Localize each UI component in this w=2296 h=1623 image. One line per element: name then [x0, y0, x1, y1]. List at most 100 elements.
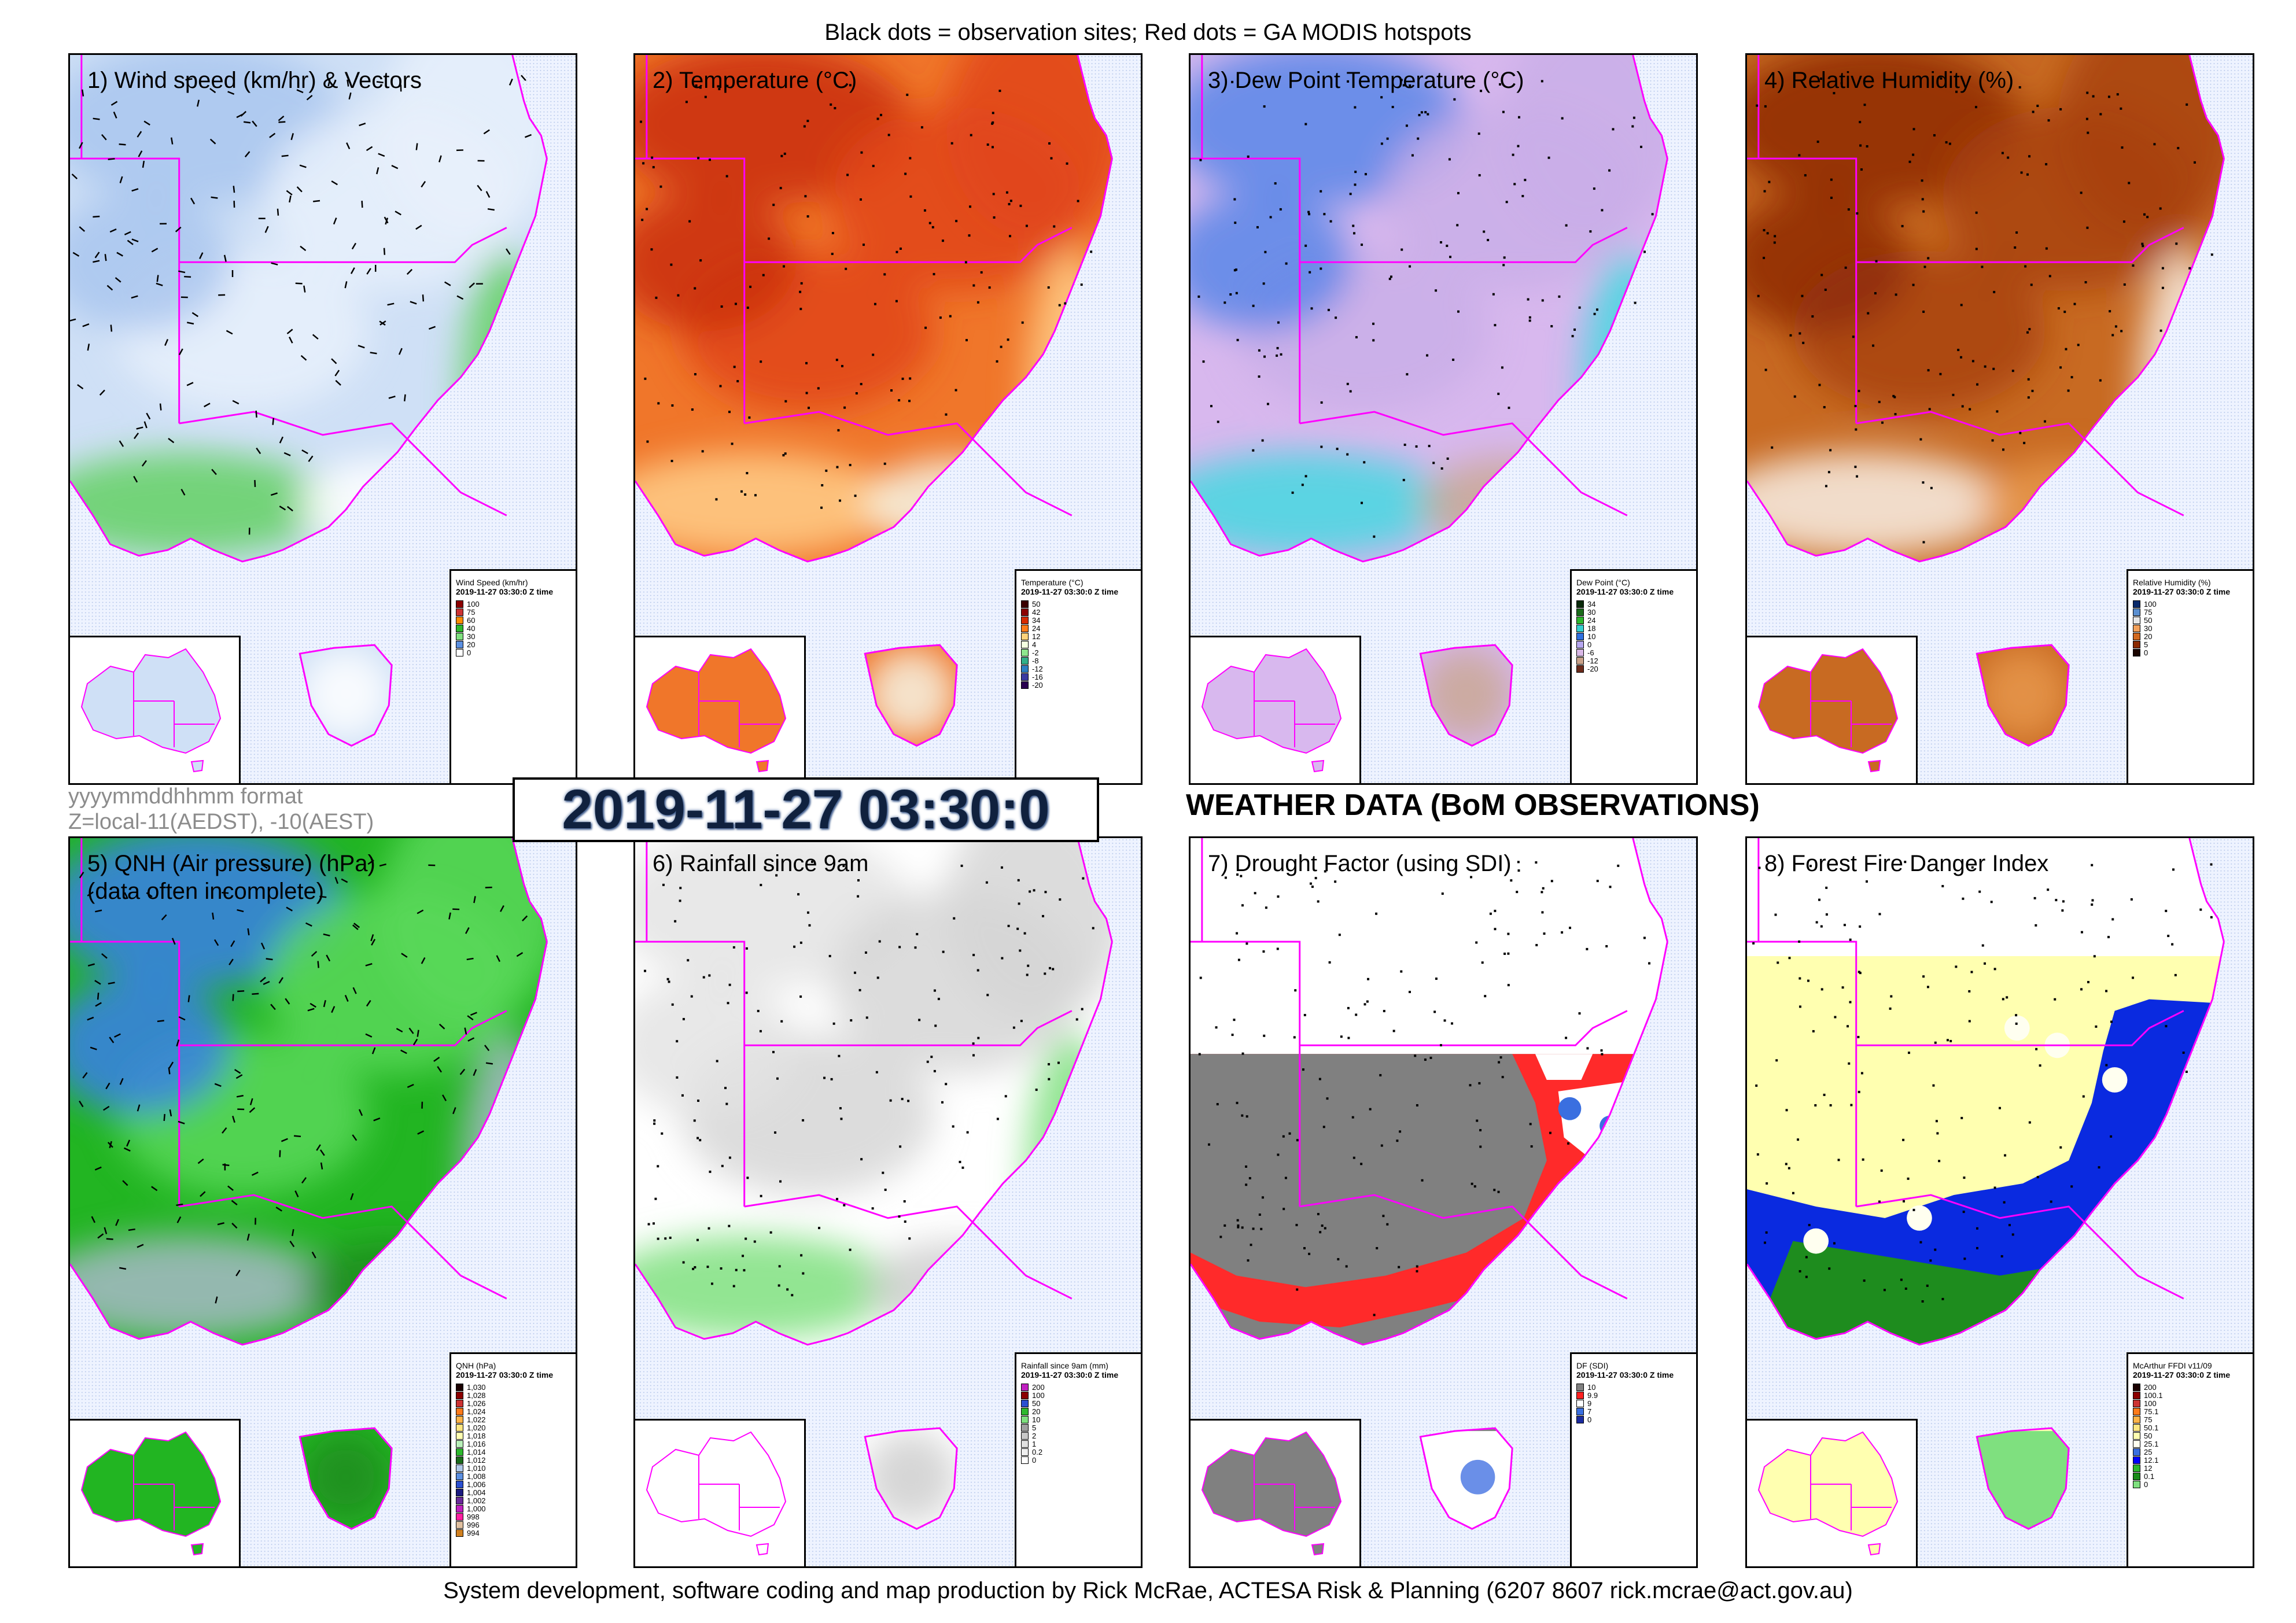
legend-label: 1,022	[467, 1415, 486, 1424]
legend-title: QNH (hPa)	[456, 1361, 496, 1370]
legend-entry: 100	[2133, 600, 2248, 608]
map-panel-6: 6) Rainfall since 9am Rainfall since 9am …	[633, 836, 1143, 1568]
legend-label: 200	[2144, 1382, 2157, 1392]
legend-entry: 0.2	[1021, 1448, 1136, 1456]
format-note-line2: Z=local-11(AEDST), -10(AEST)	[68, 810, 374, 834]
map-panel-5: 5) QNH (Air pressure) (hPa) (data often i…	[68, 836, 577, 1568]
legend-entry: 20	[1021, 1407, 1136, 1416]
legend-label: 100	[2144, 1399, 2157, 1408]
map-legend: DF (SDI) 2019-11-27 03:30:0 Z time 10 9.9 9 7…	[1570, 1352, 1696, 1566]
legend-swatch	[456, 1529, 463, 1537]
legend-swatch	[456, 1488, 463, 1496]
legend-entry: 100	[2133, 1399, 2248, 1408]
legend-swatch	[1576, 656, 1584, 665]
legend-entry: 10	[1576, 632, 1691, 641]
legend-swatch	[456, 624, 463, 632]
legend-swatch	[1576, 1383, 1584, 1391]
legend-swatch	[1021, 1440, 1029, 1448]
legend-swatch	[456, 1415, 463, 1423]
australia-inset-map	[1747, 1419, 1918, 1566]
legend-entry: 9	[1576, 1399, 1691, 1408]
legend-swatch	[2133, 624, 2140, 632]
legend-entry: 60	[456, 616, 571, 625]
panel-title: 2) Temperature (°C)	[653, 68, 857, 93]
legend-entry: 30	[1576, 608, 1691, 617]
legend-swatch	[1576, 600, 1584, 608]
legend-label: 1,024	[467, 1407, 486, 1416]
legend-swatch	[2133, 1448, 2140, 1456]
legend-swatch	[1576, 1415, 1584, 1423]
legend-entry: 1,028	[456, 1391, 571, 1400]
legend-swatch	[1021, 1423, 1029, 1432]
legend-label: 5	[2144, 640, 2148, 649]
legend-swatch	[456, 1448, 463, 1456]
legend-label: 12.1	[2144, 1455, 2159, 1465]
legend-swatch	[2133, 648, 2140, 656]
legend-swatch	[456, 1480, 463, 1488]
australia-inset-map	[1191, 636, 1361, 783]
legend-label: -12	[1587, 656, 1598, 665]
legend-entry: 4	[1021, 640, 1136, 649]
legend-swatch	[456, 616, 463, 624]
legend-entry: 1,018	[456, 1432, 571, 1440]
legend-label: 996	[467, 1520, 480, 1529]
legend-swatch	[1576, 1399, 1584, 1407]
legend-title: McArthur FFDI v11/09	[2133, 1361, 2212, 1370]
panel-title: 4) Relative Humidity (%)	[1764, 68, 2014, 93]
legend-label: 100	[467, 599, 480, 608]
legend-entry: 25.1	[2133, 1440, 2248, 1448]
legend-swatch	[1021, 1399, 1029, 1407]
legend-entry: 1,002	[456, 1496, 571, 1505]
legend-entry: 0	[1576, 1415, 1691, 1424]
legend-entry: 40	[456, 624, 571, 633]
panel-title: 3) Dew Point Temperature (°C)	[1208, 68, 1524, 93]
map-legend: QNH (hPa) 2019-11-27 03:30:0 Z time 1,030 1…	[449, 1352, 576, 1566]
legend-swatch	[456, 1440, 463, 1448]
legend-label: 9	[1587, 1399, 1592, 1408]
map-panel-7: 7) Drought Factor (using SDI) DF (SDI) 201…	[1189, 836, 1698, 1568]
legend-entry: 1,026	[456, 1399, 571, 1408]
legend-swatch	[2133, 1432, 2140, 1440]
legend-entry: 5	[2133, 640, 2248, 649]
legend-entry: 0	[1021, 1456, 1136, 1465]
legend-label: 75.1	[2144, 1407, 2159, 1416]
legend-entry: 75	[2133, 608, 2248, 617]
legend-swatch	[2133, 1480, 2140, 1488]
legend-swatch	[456, 1383, 463, 1391]
map-legend: Dew Point (°C) 2019-11-27 03:30:0 Z time 3…	[1570, 569, 1696, 783]
legend-label: 1,016	[467, 1439, 486, 1448]
page-title: WEATHER DATA (BoM OBSERVATIONS)	[1186, 788, 1760, 822]
legend-label: 1,030	[467, 1382, 486, 1392]
legend-entry: 20	[2133, 632, 2248, 641]
legend-label: 24	[1587, 615, 1596, 625]
legend-swatch	[2133, 616, 2140, 624]
legend-swatch	[1021, 624, 1029, 632]
map-panel-2: 2) Temperature (°C) Temperature (°C) 2019-…	[633, 53, 1143, 785]
legend-swatch	[2133, 1391, 2140, 1399]
legend-label: 20	[1032, 1407, 1041, 1416]
map-legend: Wind Speed (km/hr) 2019-11-27 03:30:0 Z t…	[449, 569, 576, 783]
legend-time: 2019-11-27 03:30:0 Z time	[456, 1370, 554, 1379]
legend-swatch	[2133, 1464, 2140, 1472]
legend-swatch	[456, 1504, 463, 1513]
legend-entry: 9.9	[1576, 1391, 1691, 1400]
map-legend: McArthur FFDI v11/09 2019-11-27 03:30:0 Z…	[2127, 1352, 2253, 1566]
legend-swatch	[2133, 1383, 2140, 1391]
legend-swatch	[2133, 1423, 2140, 1432]
legend-swatch	[1576, 632, 1584, 640]
legend-entry: 0	[1576, 640, 1691, 649]
map-panel-3: 3) Dew Point Temperature (°C) Dew Point (…	[1189, 53, 1698, 785]
legend-swatch	[1021, 600, 1029, 608]
map-legend: Rainfall since 9am (mm) 2019-11-27 03:30:…	[1015, 1352, 1141, 1566]
legend-swatch	[456, 648, 463, 656]
legend-label: 200	[1032, 1382, 1045, 1392]
legend-title: DF (SDI)	[1576, 1361, 1609, 1370]
legend-label: 7	[1587, 1407, 1592, 1416]
legend-entry: 1,008	[456, 1472, 571, 1481]
legend-label: 25.1	[2144, 1439, 2159, 1448]
legend-swatch	[1021, 1456, 1029, 1464]
legend-entry: 75	[2133, 1415, 2248, 1424]
legend-label: -20	[1587, 664, 1598, 673]
legend-swatch	[1021, 1391, 1029, 1399]
legend-label: 1,012	[467, 1455, 486, 1465]
